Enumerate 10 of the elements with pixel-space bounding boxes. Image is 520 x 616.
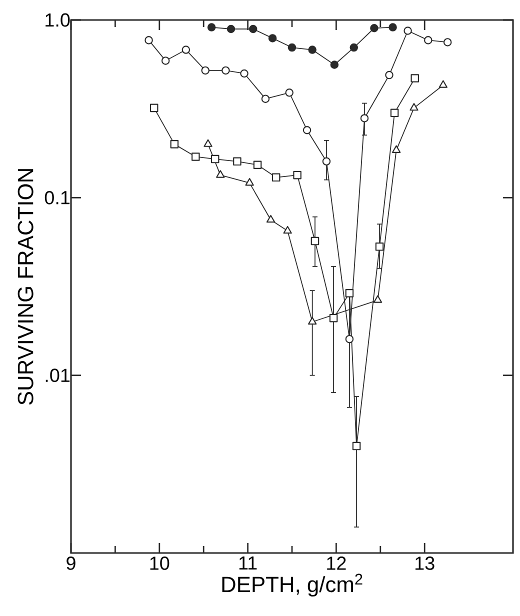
- y-tick-label: .01: [46, 368, 70, 382]
- y-tick-label: 1.0: [46, 13, 70, 27]
- x-tick-label: 12: [327, 556, 346, 570]
- y-axis-title: SURVIVING FRACTION: [18, 169, 34, 405]
- x-tick-label: 9: [66, 556, 76, 570]
- x-tick-label: 10: [150, 556, 170, 570]
- x-tick-label: 13: [416, 556, 434, 570]
- x-tick-label: 11: [239, 556, 257, 570]
- x-axis-title: DEPTH, g/cm$^{2}$: [222, 574, 362, 597]
- y-tick-label: 0.1: [44, 190, 70, 204]
